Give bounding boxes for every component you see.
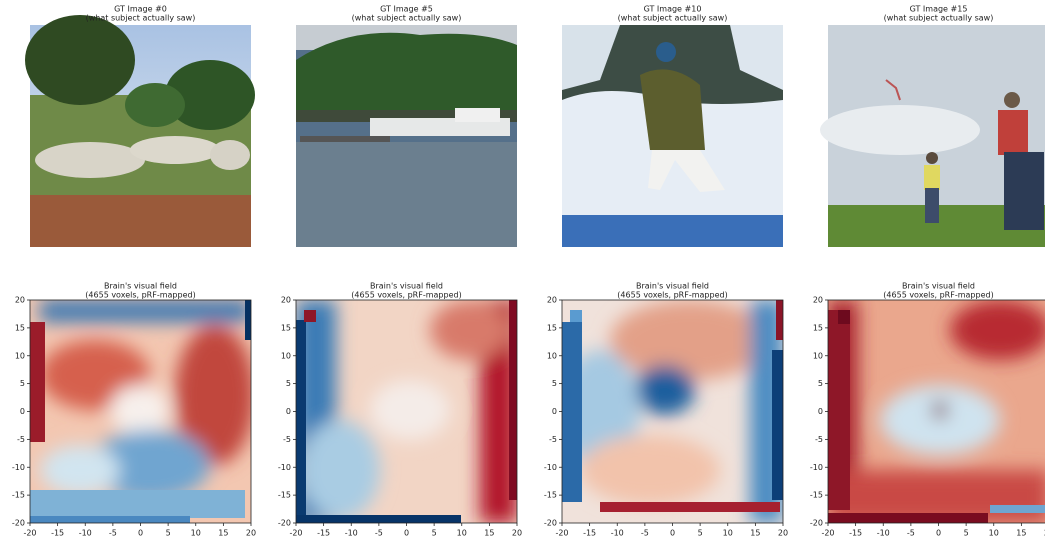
photo-title: GT Image #0 [114, 5, 167, 14]
chart-title: Brain's visual field [104, 282, 177, 291]
x-tick-label: 5 [166, 529, 171, 538]
chart-title: Brain's visual field [902, 282, 975, 291]
x-tick-label: 10 [457, 529, 467, 538]
y-tick-label: -15 [544, 491, 557, 500]
y-tick-label: -10 [810, 463, 823, 472]
y-tick-label: 20 [281, 296, 291, 305]
photo-subtitle: (what subject actually saw) [86, 14, 196, 23]
y-tick-label: -20 [810, 519, 823, 528]
x-tick-label: -20 [289, 529, 302, 538]
photo [296, 25, 517, 247]
chart-subtitle: (4655 voxels, pRF-mapped) [85, 291, 195, 300]
x-tick-label: -20 [821, 529, 834, 538]
y-tick-label: 5 [286, 379, 291, 388]
x-tick-label: 10 [723, 529, 733, 538]
photo-subtitle: (what subject actually saw) [618, 14, 728, 23]
x-tick-label: -15 [317, 529, 330, 538]
x-tick-label: 5 [964, 529, 969, 538]
y-tick-label: 10 [281, 351, 291, 360]
chart-subtitle: (4655 voxels, pRF-mapped) [351, 291, 461, 300]
y-tick-label: -15 [810, 491, 823, 500]
y-tick-label: 0 [20, 407, 25, 416]
heatmap-image [560, 300, 783, 523]
photo-title: GT Image #5 [380, 5, 433, 14]
heatmap-image [30, 300, 255, 523]
y-tick-label: 0 [286, 407, 291, 416]
x-tick-label: 5 [698, 529, 703, 538]
y-tick-label: 10 [547, 351, 557, 360]
chart-subtitle: (4655 voxels, pRF-mapped) [617, 291, 727, 300]
x-tick-label: 15 [1016, 529, 1026, 538]
y-tick-label: 20 [15, 296, 25, 305]
y-tick-label: -20 [544, 519, 557, 528]
x-tick-label: -15 [849, 529, 862, 538]
chart-title: Brain's visual field [370, 282, 443, 291]
y-tick-label: 0 [818, 407, 823, 416]
x-tick-label: 15 [484, 529, 494, 538]
x-tick-label: -20 [555, 529, 568, 538]
x-tick-label: 0 [670, 529, 675, 538]
x-tick-label: 20 [778, 529, 788, 538]
photo-subtitle: (what subject actually saw) [352, 14, 462, 23]
x-tick-label: -10 [345, 529, 358, 538]
y-tick-label: 0 [552, 407, 557, 416]
x-tick-label: -10 [79, 529, 92, 538]
photo [820, 25, 1045, 247]
x-tick-label: 10 [989, 529, 999, 538]
y-tick-label: -5 [283, 435, 291, 444]
x-tick-label: -10 [611, 529, 624, 538]
y-tick-label: -5 [549, 435, 557, 444]
x-tick-label: 20 [512, 529, 522, 538]
x-tick-label: 15 [218, 529, 228, 538]
photo [562, 25, 783, 247]
x-tick-label: 20 [246, 529, 256, 538]
y-tick-label: 20 [547, 296, 557, 305]
y-tick-label: -10 [12, 463, 25, 472]
y-tick-label: 15 [15, 323, 25, 332]
y-tick-label: -20 [12, 519, 25, 528]
y-tick-label: 10 [813, 351, 823, 360]
y-tick-label: -10 [544, 463, 557, 472]
y-tick-label: -20 [278, 519, 291, 528]
photo-subtitle: (what subject actually saw) [884, 14, 994, 23]
y-tick-label: 15 [813, 323, 823, 332]
y-tick-label: -5 [815, 435, 823, 444]
x-tick-label: 10 [191, 529, 201, 538]
chart-title: Brain's visual field [636, 282, 709, 291]
x-tick-label: 0 [138, 529, 143, 538]
x-tick-label: -5 [109, 529, 117, 538]
x-tick-label: 5 [432, 529, 437, 538]
y-tick-label: -5 [17, 435, 25, 444]
x-tick-label: 0 [404, 529, 409, 538]
x-tick-label: -5 [375, 529, 383, 538]
chart-subtitle: (4655 voxels, pRF-mapped) [883, 291, 993, 300]
x-tick-label: -15 [583, 529, 596, 538]
x-tick-label: -10 [877, 529, 890, 538]
y-tick-label: 15 [547, 323, 557, 332]
figure: GT Image #0(what subject actually saw)GT… [0, 0, 1045, 540]
photo-title: GT Image #15 [910, 5, 968, 14]
y-tick-label: 10 [15, 351, 25, 360]
x-tick-label: -5 [641, 529, 649, 538]
x-tick-label: 15 [750, 529, 760, 538]
y-tick-label: -15 [12, 491, 25, 500]
x-tick-label: -15 [51, 529, 64, 538]
x-tick-label: -20 [23, 529, 36, 538]
x-tick-label: -5 [907, 529, 915, 538]
x-tick-label: 0 [936, 529, 941, 538]
y-tick-label: -15 [278, 491, 291, 500]
y-tick-label: 20 [813, 296, 823, 305]
y-tick-label: 15 [281, 323, 291, 332]
heatmap-image [296, 300, 517, 523]
photo [25, 15, 255, 247]
photo-title: GT Image #10 [644, 5, 702, 14]
y-tick-label: -10 [278, 463, 291, 472]
y-tick-label: 5 [818, 379, 823, 388]
heatmap-image [828, 300, 1045, 523]
y-tick-label: 5 [552, 379, 557, 388]
y-tick-label: 5 [20, 379, 25, 388]
